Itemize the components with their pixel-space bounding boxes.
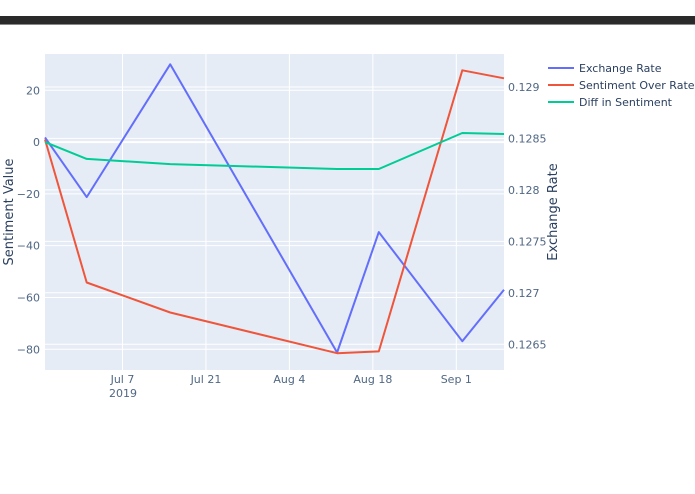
right-axis-ticks: 0.129 0.1285 0.128 0.1275 0.127 0.1265 xyxy=(508,81,547,351)
right-tick-label: 0.129 xyxy=(508,81,540,94)
left-tick-label: −20 xyxy=(17,188,40,201)
x-tick-label: Jul 21 xyxy=(190,373,222,386)
right-tick-label: 0.127 xyxy=(508,287,540,300)
series-lines xyxy=(44,63,505,355)
right-tick-label: 0.1265 xyxy=(508,338,547,351)
series-line-diff-in-sentiment[interactable] xyxy=(44,132,505,170)
left-tick-label: 0 xyxy=(33,136,40,149)
left-axis-title: Sentiment Value xyxy=(2,158,17,265)
x-tick-label: Jul 7 xyxy=(110,373,135,386)
plot-area xyxy=(45,54,504,370)
legend-label: Diff in Sentiment xyxy=(579,96,673,109)
legend[interactable]: Exchange Rate Sentiment Over Rate Diff in … xyxy=(548,62,695,109)
legend-item-diff-in-sentiment[interactable]: Diff in Sentiment xyxy=(548,96,673,109)
legend-item-exchange-rate[interactable]: Exchange Rate xyxy=(548,62,662,75)
left-tick-label: −60 xyxy=(17,291,40,304)
x-tick-label: Aug 4 xyxy=(273,373,305,386)
left-axis-ticks: 20 0 −20 −40 −60 −80 xyxy=(17,84,40,356)
left-tick-label: −80 xyxy=(17,343,40,356)
legend-label: Sentiment Over Rate xyxy=(579,79,695,92)
right-tick-label: 0.1285 xyxy=(508,132,547,145)
x-axis-ticks: Jul 7 Jul 21 Aug 4 Aug 18 Sep 1 xyxy=(110,373,472,386)
left-tick-label: −40 xyxy=(17,240,40,253)
x-year-label: 2019 xyxy=(109,387,137,400)
left-tick-label: 20 xyxy=(26,84,40,97)
gridlines xyxy=(45,54,504,370)
right-tick-label: 0.1275 xyxy=(508,235,547,248)
x-tick-label: Aug 18 xyxy=(353,373,392,386)
right-tick-label: 0.128 xyxy=(508,184,540,197)
x-tick-label: Sep 1 xyxy=(441,373,472,386)
legend-label: Exchange Rate xyxy=(579,62,662,75)
window-top-bar xyxy=(0,16,695,25)
legend-item-sentiment-over-rate[interactable]: Sentiment Over Rate xyxy=(548,79,695,92)
right-axis-title: Exchange Rate xyxy=(546,163,561,260)
series-line-sentiment-over-rate[interactable] xyxy=(44,69,505,355)
